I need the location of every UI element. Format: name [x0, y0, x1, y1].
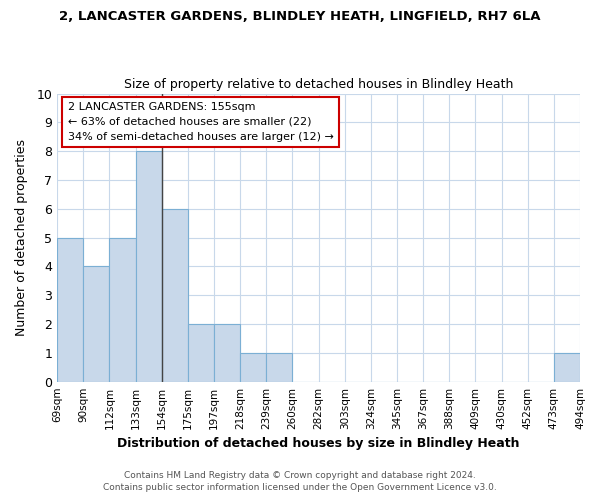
Bar [57, 238, 83, 382]
Bar [240, 353, 266, 382]
Bar [109, 238, 136, 382]
Bar [214, 324, 240, 382]
X-axis label: Distribution of detached houses by size in Blindley Heath: Distribution of detached houses by size … [117, 437, 520, 450]
Bar [136, 151, 161, 382]
Bar [266, 353, 292, 382]
Bar [83, 266, 109, 382]
Text: 2 LANCASTER GARDENS: 155sqm
← 63% of detached houses are smaller (22)
34% of sem: 2 LANCASTER GARDENS: 155sqm ← 63% of det… [68, 102, 334, 142]
Y-axis label: Number of detached properties: Number of detached properties [15, 139, 28, 336]
Bar [554, 353, 580, 382]
Bar [188, 324, 214, 382]
Text: Contains HM Land Registry data © Crown copyright and database right 2024.
Contai: Contains HM Land Registry data © Crown c… [103, 471, 497, 492]
Text: 2, LANCASTER GARDENS, BLINDLEY HEATH, LINGFIELD, RH7 6LA: 2, LANCASTER GARDENS, BLINDLEY HEATH, LI… [59, 10, 541, 23]
Title: Size of property relative to detached houses in Blindley Heath: Size of property relative to detached ho… [124, 78, 513, 91]
Bar [161, 209, 188, 382]
